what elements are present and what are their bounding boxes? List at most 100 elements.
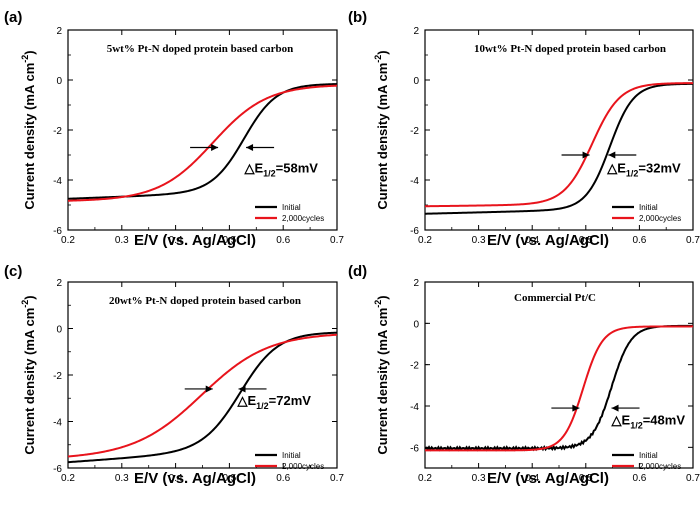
x-tick-label: 0.4 — [525, 235, 539, 246]
y-tick-label: -4 — [53, 418, 62, 429]
y-tick-label: -2 — [53, 126, 62, 137]
delta-e-value: =58mV — [276, 161, 319, 176]
delta-e-annotation: △E1/2=32mV — [606, 161, 681, 179]
y-axis-label-sup: -2 — [20, 55, 30, 63]
panel-title: 20wt% Pt-N doped protein based carbon — [109, 295, 301, 307]
shift-arrow-head — [582, 151, 590, 159]
x-tick-label: 0.5 — [222, 473, 236, 484]
shift-arrow-head — [211, 144, 219, 151]
legend-label: 2,000cycles — [282, 462, 324, 471]
y-tick-label: 0 — [413, 319, 419, 330]
plot-frame — [67, 29, 338, 231]
legend-label: Initial — [282, 451, 301, 460]
delta-e-symbol: △E — [606, 161, 626, 176]
x-tick-label: 0.7 — [686, 473, 700, 484]
y-tick-label: -4 — [410, 176, 419, 187]
y-tick-label: 2 — [56, 278, 62, 289]
y-tick-label: -6 — [410, 443, 419, 454]
delta-e-annotation: △E1/2=72mV — [236, 393, 311, 411]
x-tick-label: 0.4 — [169, 235, 183, 246]
panel-b: (b) 0.2 0.3 0.4 0.5 0.6 0.7 -6 -4 -2 0 2 E/V (vs. Ag… — [348, 9, 700, 249]
y-axis-label: Current density (mA cm-2) — [373, 50, 390, 209]
y-axis-label-main: Current density (mA cm — [375, 308, 390, 455]
x-axis-label: E/V (vs. Ag/AgCl) — [134, 232, 256, 249]
series-2000cycles-line — [424, 82, 694, 208]
series-initial-line — [67, 331, 338, 464]
y-tick-label: -4 — [410, 402, 419, 413]
y-axis-label-sup: -2 — [373, 55, 383, 63]
series-2000cycles-line — [67, 84, 338, 202]
series-initial-line — [424, 82, 694, 215]
panel-title: Commercial Pt/C — [514, 292, 596, 304]
panel-label: (c) — [4, 263, 22, 280]
x-tick-label: 0.7 — [330, 473, 344, 484]
delta-e-symbol: △E — [611, 413, 631, 428]
x-tick-label: 0.3 — [115, 235, 129, 246]
y-tick-label: 0 — [413, 76, 419, 87]
shift-arrow-head — [611, 404, 619, 412]
x-tick-label: 0.3 — [472, 473, 486, 484]
y-tick-label: 0 — [56, 76, 62, 87]
x-axis-label: E/V (vs. Ag/AgCl) — [487, 470, 609, 487]
plot-frame — [424, 29, 694, 231]
y-axis-label: Current density (mA cm-2) — [373, 295, 390, 454]
x-tick-label: 0.6 — [632, 235, 646, 246]
delta-e-value: =32mV — [638, 161, 681, 176]
y-tick-label: 2 — [413, 278, 419, 289]
y-axis-label-close: ) — [22, 50, 37, 54]
x-tick-label: 0.5 — [579, 473, 593, 484]
x-tick-label: 0.7 — [330, 235, 344, 246]
delta-e-symbol: △E — [236, 393, 256, 408]
x-tick-label: 0.6 — [632, 473, 646, 484]
legend-label: Initial — [639, 203, 658, 212]
y-axis-label-close: ) — [22, 295, 37, 299]
panel-title: 10wt% Pt-N doped protein based carbon — [474, 43, 666, 55]
x-tick-label: 0.3 — [472, 235, 486, 246]
x-axis-label: E/V (vs. Ag/AgCl) — [487, 232, 609, 249]
y-tick-label: -6 — [53, 464, 62, 475]
y-axis-label-main: Current density (mA cm — [22, 308, 37, 455]
delta-e-value: =48mV — [643, 413, 686, 428]
shift-arrow-head — [608, 151, 616, 159]
x-tick-label: 0.2 — [61, 473, 75, 484]
legend-label: 2,000cycles — [639, 462, 681, 471]
x-tick-label: 0.6 — [276, 473, 290, 484]
panel-label: (d) — [348, 263, 367, 280]
y-tick-label: 2 — [56, 26, 62, 37]
delta-e-subscript: 1/2 — [626, 169, 639, 179]
panel-label: (a) — [4, 9, 22, 26]
panel-d: (d) 0.2 0.3 0.4 0.5 0.6 0.7 -6 -4 -2 0 2 E/V (vs. Ag… — [348, 263, 700, 487]
series-initial-line — [424, 324, 693, 452]
series-2000cycles-line — [67, 333, 338, 458]
delta-e-subscript: 1/2 — [263, 169, 276, 179]
x-tick-label: 0.4 — [525, 473, 539, 484]
y-axis-label-sup: -2 — [20, 300, 30, 308]
x-tick-label: 0.4 — [169, 473, 183, 484]
y-axis-label-sup: -2 — [373, 300, 383, 308]
x-tick-label: 0.5 — [222, 235, 236, 246]
y-tick-label: -4 — [53, 176, 62, 187]
panel-a: (a) 0.2 0.3 0.4 0.5 0.6 0.7 -6 -4 -2 0 2 E/V (vs. Ag… — [4, 9, 344, 249]
y-axis-label-close: ) — [375, 295, 390, 299]
shift-arrow-head — [246, 144, 254, 151]
y-tick-label: -2 — [53, 371, 62, 382]
y-axis-label-close: ) — [375, 50, 390, 54]
x-tick-label: 0.3 — [115, 473, 129, 484]
x-tick-label: 0.2 — [61, 235, 75, 246]
y-tick-label: -2 — [410, 126, 419, 137]
y-axis-label-main: Current density (mA cm — [22, 63, 37, 210]
y-tick-label: 0 — [56, 325, 62, 336]
y-axis-label-main: Current density (mA cm — [375, 63, 390, 210]
x-tick-label: 0.6 — [276, 235, 290, 246]
x-tick-label: 0.2 — [418, 235, 432, 246]
x-axis-label: E/V (vs. Ag/AgCl) — [134, 470, 256, 487]
y-tick-label: -6 — [53, 226, 62, 237]
delta-e-subscript: 1/2 — [630, 421, 643, 431]
y-axis-label: Current density (mA cm-2) — [20, 50, 37, 209]
y-tick-label: -6 — [410, 226, 419, 237]
legend-label: 2,000cycles — [282, 214, 324, 223]
panel-label: (b) — [348, 9, 367, 26]
delta-e-annotation: △E1/2=58mV — [243, 161, 318, 179]
legend-label: Initial — [282, 203, 301, 212]
